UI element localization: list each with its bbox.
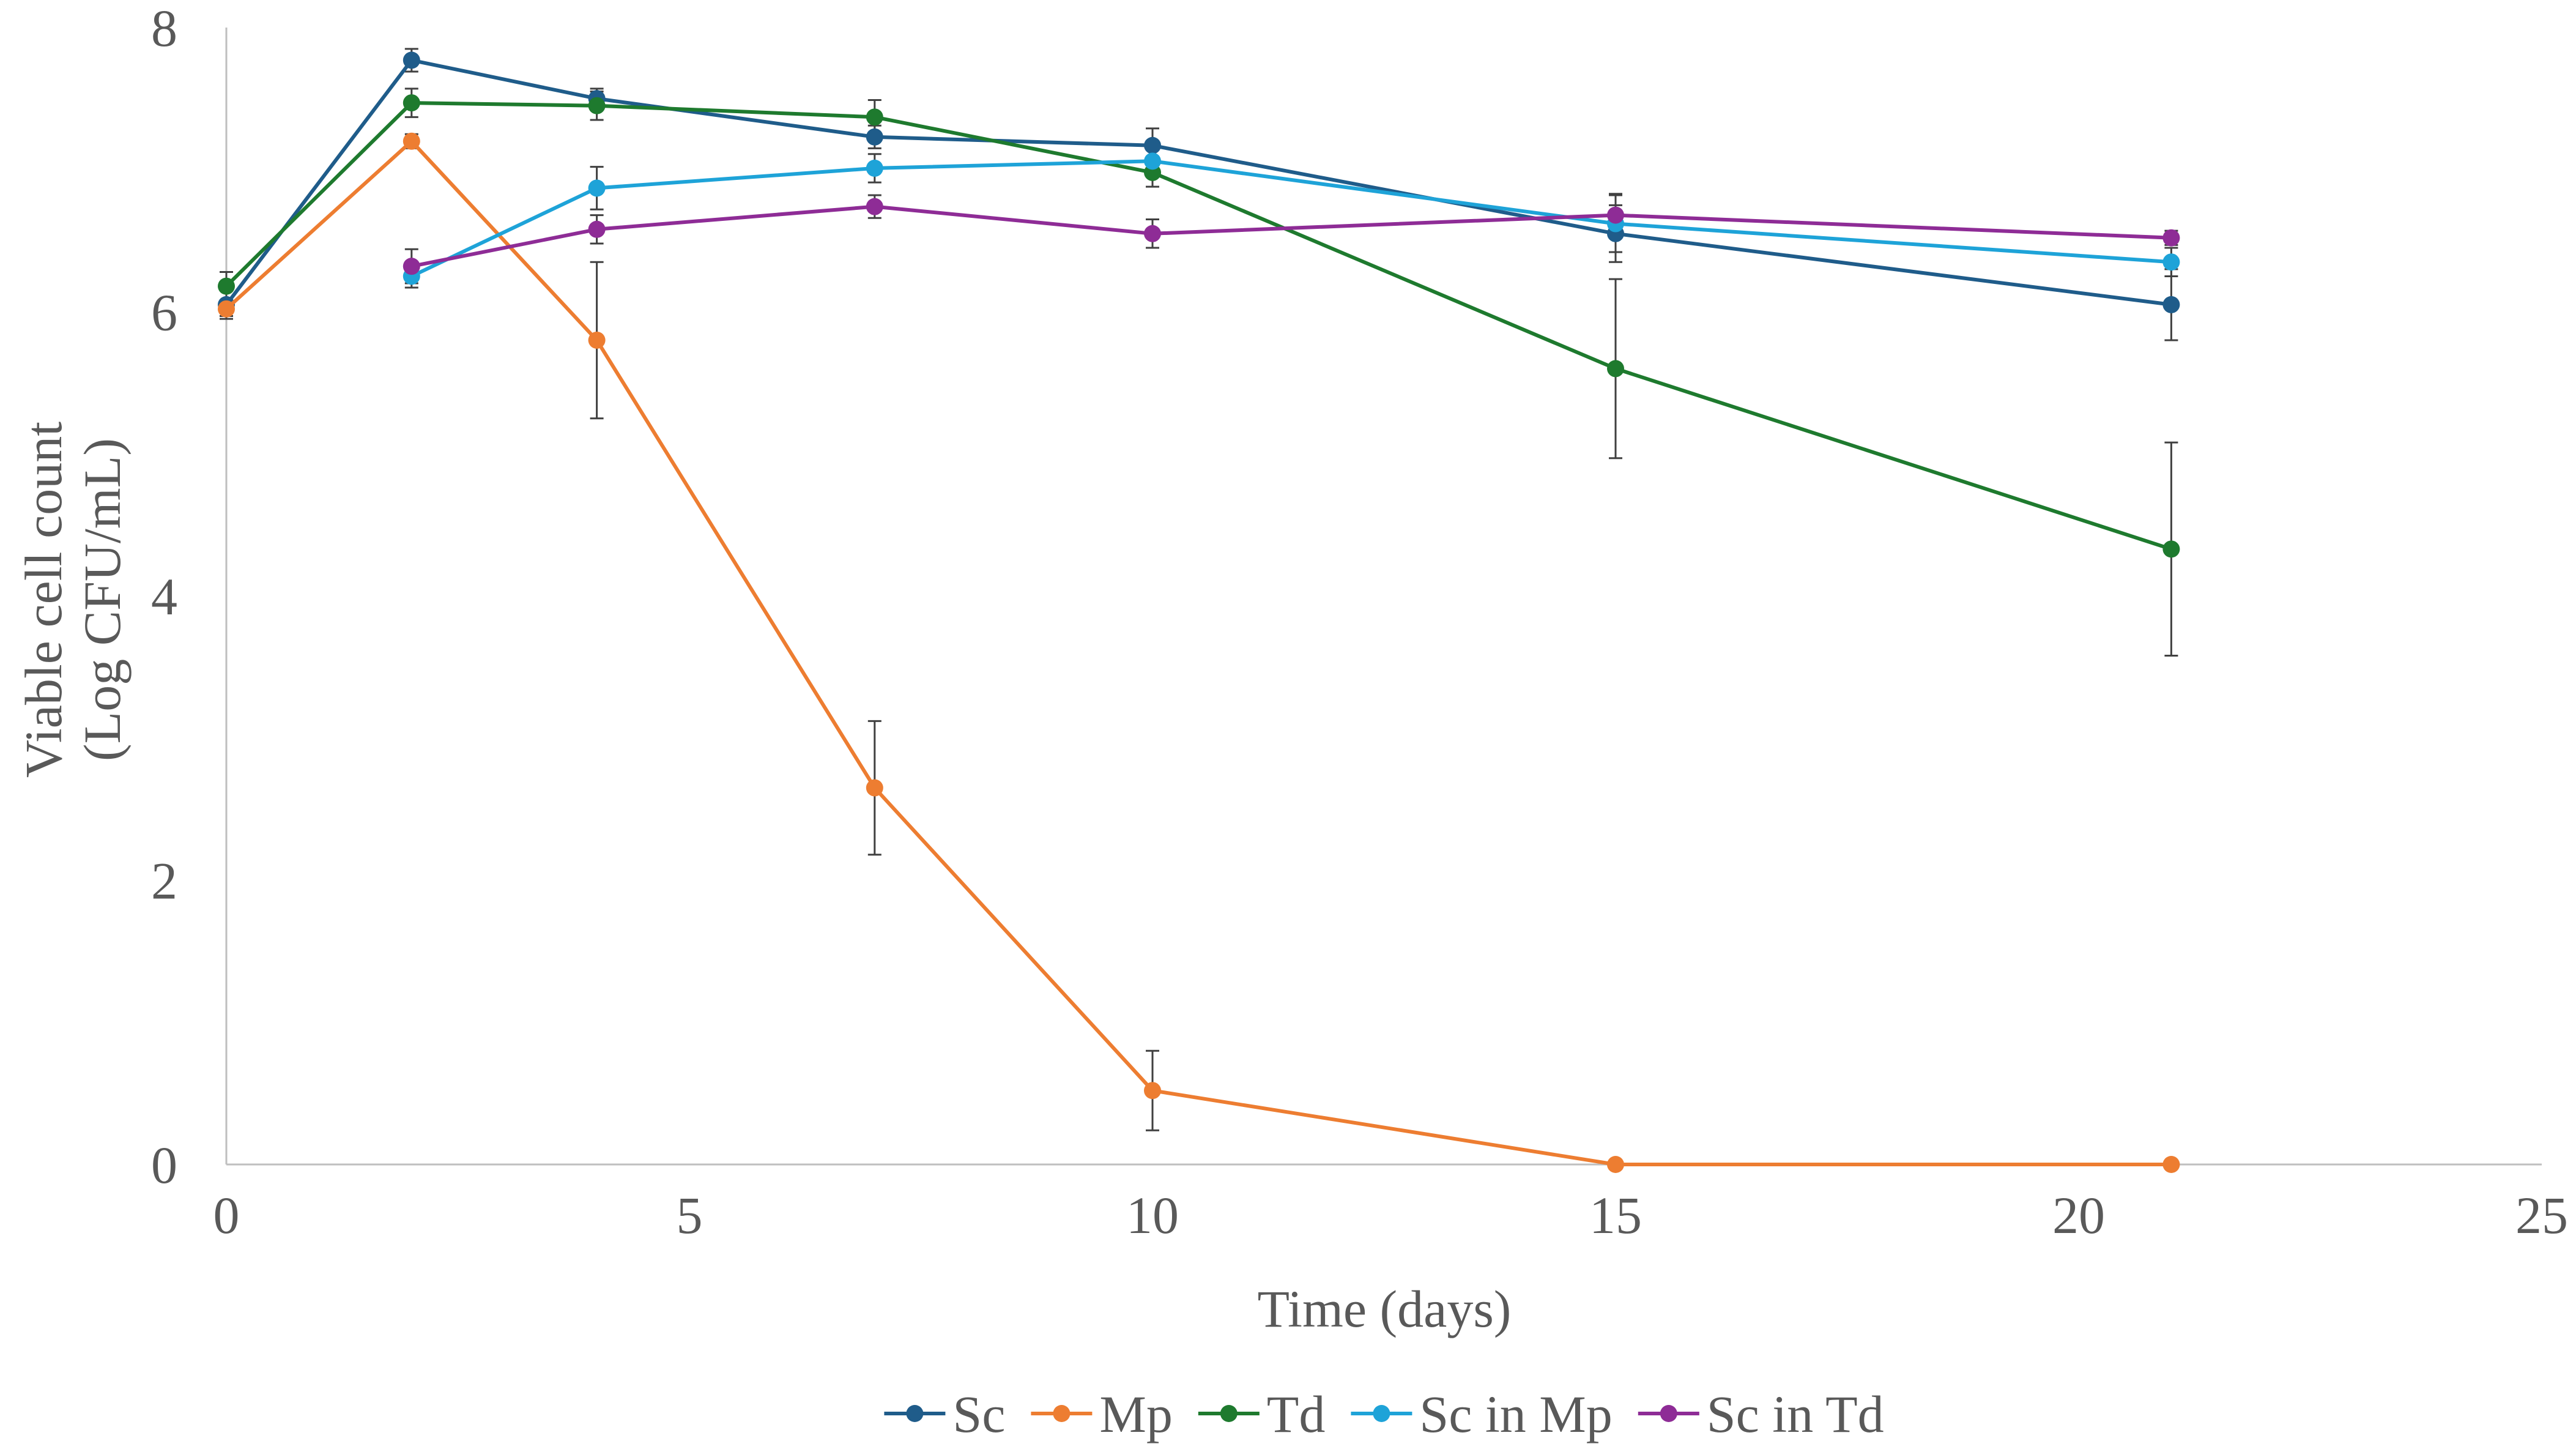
y-axis-title: Viable cell count (Log CFU/mL) [14, 422, 132, 778]
data-point-mp [1144, 1082, 1161, 1100]
data-point-td [588, 97, 606, 114]
data-point-sc-in-td [866, 198, 883, 215]
series-line-sc [225, 58, 2172, 307]
legend-label-mp: Mp [1099, 1385, 1172, 1443]
data-point-sc-in-td [588, 220, 606, 238]
y-axis-title-line-2: (Log CFU/mL) [73, 438, 132, 761]
y-axis-title-line-1: Viable cell count [14, 422, 73, 778]
data-point-mp [1607, 1156, 1624, 1173]
y-tick-label: 0 [151, 1136, 177, 1194]
legend-item: Td [1198, 1385, 1326, 1443]
data-point-td [2162, 540, 2180, 558]
legend-label-td: Td [1267, 1385, 1326, 1443]
axes: 0 5 10 15 20 25 0 2 4 6 8 [151, 0, 2568, 1245]
series-line-mp [225, 139, 2172, 1166]
data-point-sc-in-td [1607, 206, 1624, 224]
x-tick-label: 10 [1126, 1186, 1179, 1245]
y-tick-label: 6 [151, 283, 177, 342]
data-point-mp [866, 779, 883, 797]
data-point-sc [403, 51, 420, 69]
legend-swatch-marker [1053, 1405, 1071, 1422]
legend-item: Sc in Td [1638, 1385, 1884, 1443]
y-tick-label: 4 [151, 567, 177, 626]
legend: Sc Mp Td Sc in Mp Sc in Td [884, 1385, 1884, 1443]
data-point-mp [218, 300, 235, 318]
legend-label-sc: Sc [952, 1385, 1005, 1443]
y-tick-label: 2 [151, 852, 177, 911]
x-tick-label: 20 [2052, 1186, 2105, 1245]
legend-swatch-marker [906, 1405, 924, 1422]
data-point-mp [403, 132, 420, 150]
data-point-mp [2162, 1156, 2180, 1173]
legend-item: Mp [1031, 1385, 1173, 1443]
legend-swatch-marker [1660, 1405, 1677, 1422]
data-point-td [866, 108, 883, 126]
data-point-td [1607, 360, 1624, 378]
data-point-sc-in-td [1144, 225, 1161, 242]
y-tick-label: 8 [151, 0, 177, 58]
legend-item: Sc [884, 1385, 1005, 1443]
series-line-sc-in-td [411, 204, 2172, 269]
data-point-sc-in-mp [1144, 152, 1161, 170]
data-point-sc [2162, 296, 2180, 313]
data-point-td [218, 277, 235, 295]
legend-item: Sc in Mp [1351, 1385, 1613, 1443]
legend-label-sc-in-td: Sc in Td [1707, 1385, 1884, 1443]
x-tick-label: 25 [2515, 1186, 2568, 1245]
legend-label-sc-in-mp: Sc in Mp [1419, 1385, 1612, 1443]
series-line-sc-in-mp [410, 159, 2172, 278]
error-bars [220, 48, 2178, 1131]
data-point-mp [588, 331, 606, 349]
x-tick-label: 0 [213, 1186, 240, 1245]
x-tick-label: 5 [677, 1186, 703, 1245]
series [218, 51, 2180, 1173]
data-point-td [403, 94, 420, 112]
data-point-sc-in-td [2162, 229, 2180, 247]
data-point-sc [866, 128, 883, 146]
x-axis-title: Time (days) [1258, 1280, 1512, 1338]
data-point-sc-in-mp [866, 159, 883, 177]
legend-swatch-marker [1373, 1405, 1390, 1422]
data-point-sc-in-mp [2162, 253, 2180, 271]
x-tick-label: 15 [1589, 1186, 1642, 1245]
data-point-sc [1144, 136, 1161, 154]
data-point-sc-in-td [403, 258, 420, 275]
data-point-sc-in-mp [588, 179, 606, 197]
series-line-td [225, 101, 2172, 551]
legend-swatch-marker [1220, 1405, 1238, 1422]
